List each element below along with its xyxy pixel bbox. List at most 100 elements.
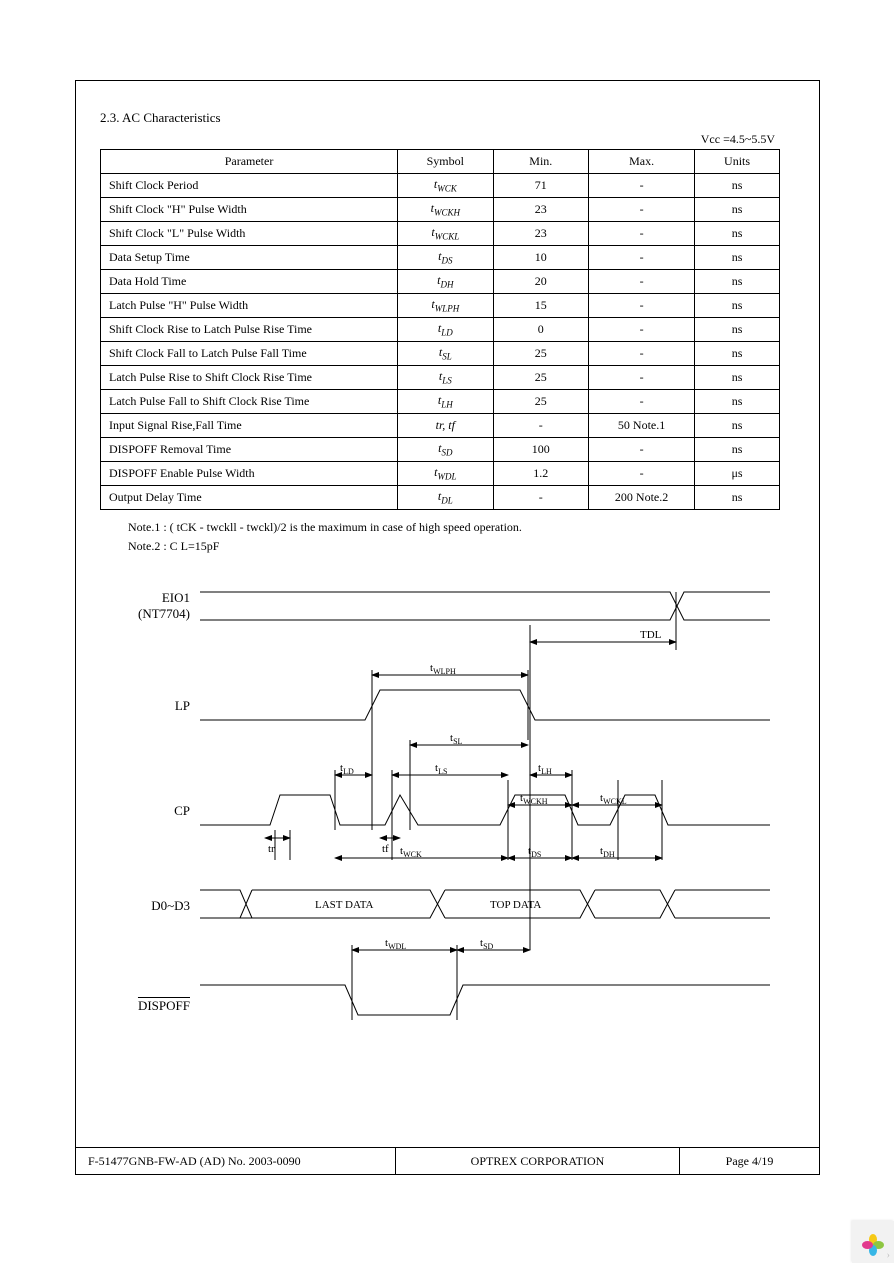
- cell-min: 23: [493, 198, 588, 222]
- data-top-label: TOP DATA: [490, 899, 541, 911]
- table-header: Parameter: [101, 150, 398, 174]
- cell-min: -: [493, 414, 588, 438]
- cell-max: -: [589, 318, 695, 342]
- chevron-right-icon: ›: [887, 1250, 890, 1261]
- cell-parameter: DISPOFF Enable Pulse Width: [101, 462, 398, 486]
- cell-max: -: [589, 342, 695, 366]
- cell-max: -: [589, 366, 695, 390]
- cell-max: -: [589, 462, 695, 486]
- table-row: Shift Clock PeriodtWCK71-ns: [101, 174, 780, 198]
- table-header: Min.: [493, 150, 588, 174]
- cell-units: ns: [695, 414, 780, 438]
- note-2: Note.2 : C L=15pF: [128, 537, 795, 556]
- table-row: Latch Pulse "H" Pulse WidthtWLPH15-ns: [101, 294, 780, 318]
- cell-symbol: tSL: [398, 342, 493, 366]
- cell-max: -: [589, 390, 695, 414]
- cell-units: ns: [695, 198, 780, 222]
- cell-symbol: tDS: [398, 246, 493, 270]
- cell-max: 50 Note.1: [589, 414, 695, 438]
- cell-parameter: Data Hold Time: [101, 270, 398, 294]
- table-row: Latch Pulse Rise to Shift Clock Rise Tim…: [101, 366, 780, 390]
- table-row: DISPOFF Enable Pulse WidthtWDL1.2-μs: [101, 462, 780, 486]
- cell-units: ns: [695, 270, 780, 294]
- cell-min: 25: [493, 390, 588, 414]
- footer-page-number: Page 4/19: [680, 1148, 820, 1176]
- cell-symbol: tLH: [398, 390, 493, 414]
- table-header: Units: [695, 150, 780, 174]
- meas-twckh: tWCKH: [520, 792, 548, 806]
- data-last-label: LAST DATA: [315, 899, 374, 911]
- meas-twckl: tWCKL: [600, 792, 627, 806]
- footer-doc-id: F-51477GNB-FW-AD (AD) No. 2003-0090: [76, 1148, 396, 1176]
- table-header: Symbol: [398, 150, 493, 174]
- meas-tlh: tLH: [538, 762, 552, 776]
- table-row: Shift Clock "L" Pulse WidthtWCKL23-ns: [101, 222, 780, 246]
- cell-symbol: tDH: [398, 270, 493, 294]
- table-row: Shift Clock Fall to Latch Pulse Fall Tim…: [101, 342, 780, 366]
- cell-symbol: tLD: [398, 318, 493, 342]
- cell-units: ns: [695, 294, 780, 318]
- page-footer: F-51477GNB-FW-AD (AD) No. 2003-0090 OPTR…: [75, 1147, 820, 1175]
- cell-max: -: [589, 270, 695, 294]
- footer-company: OPTREX CORPORATION: [396, 1148, 680, 1176]
- cell-units: ns: [695, 390, 780, 414]
- cell-units: ns: [695, 222, 780, 246]
- cell-parameter: Input Signal Rise,Fall Time: [101, 414, 398, 438]
- cell-max: -: [589, 294, 695, 318]
- cell-units: ns: [695, 486, 780, 510]
- cell-max: -: [589, 246, 695, 270]
- cell-parameter: Latch Pulse Rise to Shift Clock Rise Tim…: [101, 366, 398, 390]
- meas-twdl: tWDL: [385, 937, 406, 951]
- cell-symbol: tSD: [398, 438, 493, 462]
- cell-min: 1.2: [493, 462, 588, 486]
- table-row: Shift Clock Rise to Latch Pulse Rise Tim…: [101, 318, 780, 342]
- cell-parameter: Shift Clock Period: [101, 174, 398, 198]
- table-row: Shift Clock "H" Pulse WidthtWCKH23-ns: [101, 198, 780, 222]
- table-row: Output Delay TimetDL-200 Note.2ns: [101, 486, 780, 510]
- cell-min: 15: [493, 294, 588, 318]
- meas-twck: tWCK: [400, 845, 422, 859]
- table-row: Latch Pulse Fall to Shift Clock Rise Tim…: [101, 390, 780, 414]
- cell-min: 10: [493, 246, 588, 270]
- meas-twlph: tWLPH: [430, 662, 456, 676]
- cell-min: 23: [493, 222, 588, 246]
- cell-units: ns: [695, 438, 780, 462]
- meas-tsd: tSD: [480, 937, 494, 951]
- table-row: Data Hold TimetDH20-ns: [101, 270, 780, 294]
- cell-min: 25: [493, 342, 588, 366]
- meas-tdl: TDL: [640, 629, 662, 641]
- cell-symbol: tWDL: [398, 462, 493, 486]
- cell-units: ns: [695, 174, 780, 198]
- cell-parameter: Latch Pulse Fall to Shift Clock Rise Tim…: [101, 390, 398, 414]
- cell-symbol: tWCKH: [398, 198, 493, 222]
- cell-units: ns: [695, 342, 780, 366]
- cell-units: ns: [695, 318, 780, 342]
- note-1: Note.1 : ( tCK - twckll - twckl)/2 is th…: [128, 518, 795, 537]
- waveform-cp: [200, 795, 770, 825]
- cell-symbol: tr, tf: [398, 414, 493, 438]
- cell-max: -: [589, 198, 695, 222]
- cell-parameter: Output Delay Time: [101, 486, 398, 510]
- section-title: 2.3. AC Characteristics: [100, 110, 795, 126]
- cell-max: -: [589, 174, 695, 198]
- cell-min: 20: [493, 270, 588, 294]
- cell-units: ns: [695, 366, 780, 390]
- cell-parameter: Shift Clock "L" Pulse Width: [101, 222, 398, 246]
- page-content: 2.3. AC Characteristics Vcc =4.5~5.5V Pa…: [100, 110, 795, 1080]
- meas-tf: tf: [382, 843, 389, 855]
- table-row: Input Signal Rise,Fall Timetr, tf-50 Not…: [101, 414, 780, 438]
- cell-min: 71: [493, 174, 588, 198]
- waveform-dispoff: [200, 985, 770, 1015]
- corner-widget[interactable]: ›: [852, 1221, 894, 1263]
- meas-tdh: tDH: [600, 845, 615, 859]
- cell-min: 25: [493, 366, 588, 390]
- table-header: Max.: [589, 150, 695, 174]
- cell-max: -: [589, 438, 695, 462]
- cell-units: μs: [695, 462, 780, 486]
- cell-parameter: Shift Clock Fall to Latch Pulse Fall Tim…: [101, 342, 398, 366]
- waveform-lp: [200, 690, 770, 720]
- cell-parameter: Shift Clock "H" Pulse Width: [101, 198, 398, 222]
- ac-characteristics-table: ParameterSymbolMin.Max.Units Shift Clock…: [100, 149, 780, 510]
- cell-parameter: DISPOFF Removal Time: [101, 438, 398, 462]
- table-notes: Note.1 : ( tCK - twckll - twckl)/2 is th…: [128, 518, 795, 556]
